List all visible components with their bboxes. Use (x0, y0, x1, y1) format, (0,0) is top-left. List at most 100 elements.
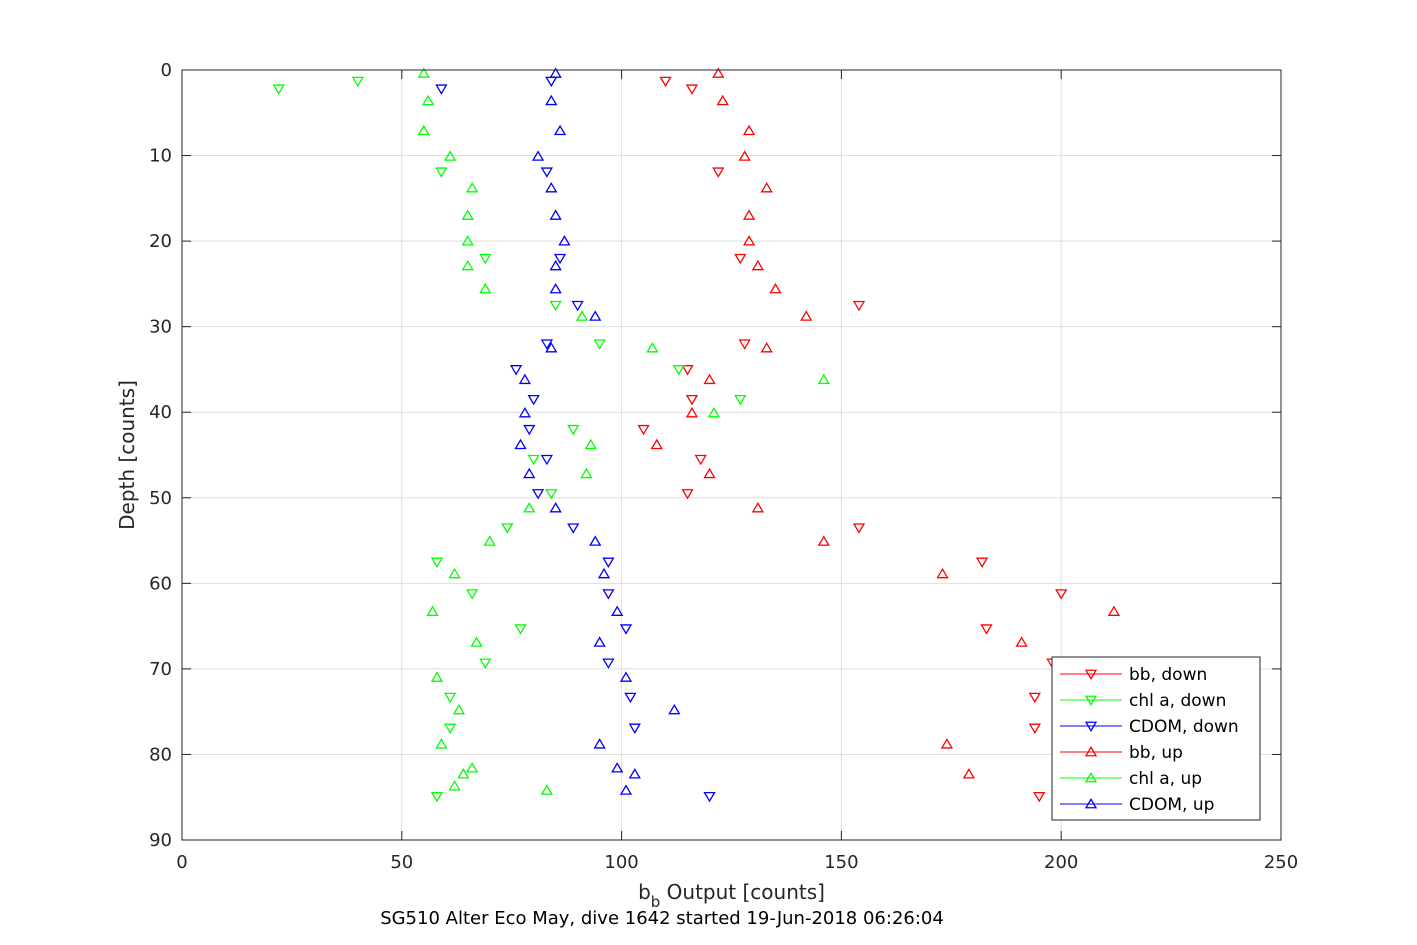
data-point (742, 235, 756, 246)
data-point (1055, 589, 1068, 600)
data-point (707, 407, 721, 418)
data-point (444, 692, 457, 704)
data-point (540, 454, 554, 466)
data-point (694, 454, 707, 466)
legend-marker (1084, 797, 1098, 809)
data-point (470, 636, 483, 647)
data-point (685, 394, 699, 406)
data-point (501, 523, 514, 534)
data-point (593, 339, 606, 350)
axis-ticks: 0 50 100 150 200 250 0 10 20 30 40 50 60 70 80 90 (149, 60, 1298, 873)
data-point (527, 454, 540, 466)
data-point (549, 282, 562, 294)
data-point (593, 738, 606, 749)
data-point (545, 489, 558, 500)
data-point (769, 282, 782, 294)
data-point (430, 557, 444, 568)
y-tick-label: 60 (149, 573, 172, 594)
x-tick-label: 250 (1264, 852, 1298, 873)
y-tick-label: 70 (149, 659, 172, 680)
data-point (461, 209, 474, 220)
legend-marker (1084, 695, 1098, 707)
data-point (523, 467, 536, 479)
data-point (549, 259, 562, 271)
y-tick-label: 50 (149, 488, 172, 509)
data-point (518, 407, 532, 418)
data-point (685, 407, 699, 418)
data-point (549, 209, 562, 220)
grid (182, 70, 1281, 840)
data-point (602, 658, 615, 669)
data-point (567, 523, 580, 534)
data-point (545, 342, 558, 353)
data-point (597, 567, 611, 579)
data-point (549, 67, 562, 78)
legend-marker (1084, 721, 1098, 733)
data-point (430, 671, 444, 682)
series-chl-a-down (272, 76, 747, 803)
data-point (1028, 723, 1041, 734)
data-point (549, 502, 562, 513)
x-axis-label-subscript: b (651, 893, 661, 911)
legend-label: bb, up (1129, 743, 1183, 763)
data-point (738, 339, 751, 350)
y-tick-label: 20 (149, 231, 172, 252)
data-point (575, 310, 589, 321)
y-tick-label: 80 (149, 744, 172, 765)
data-point (523, 424, 536, 436)
data-point (672, 365, 685, 376)
data-point (523, 502, 536, 513)
data-point (465, 762, 479, 773)
series-chl-a-up (417, 67, 830, 795)
data-point (619, 784, 633, 795)
data-point (351, 76, 364, 88)
data-point (817, 535, 830, 546)
data-point (852, 300, 866, 312)
data-point (980, 624, 993, 635)
data-point (540, 167, 554, 178)
data-point (448, 780, 461, 791)
legend-item: bb, up (1060, 743, 1183, 763)
data-point (742, 209, 756, 220)
data-point (646, 342, 659, 353)
data-point (681, 489, 694, 500)
legend-label: CDOM, down (1129, 717, 1239, 737)
data-point (444, 150, 457, 161)
data-point (852, 523, 866, 534)
data-point (479, 282, 492, 294)
data-point (940, 738, 954, 749)
data-point (518, 373, 532, 385)
y-tick-label: 40 (149, 402, 172, 423)
data-point (567, 424, 580, 436)
data-point (628, 723, 641, 734)
data-point (738, 150, 751, 161)
data-point (514, 624, 527, 635)
data-point (734, 394, 747, 406)
data-point (465, 589, 479, 600)
data-point (584, 438, 597, 450)
data-point (479, 253, 492, 265)
data-point (426, 605, 439, 616)
data-point (760, 342, 773, 353)
data-point (540, 784, 554, 795)
data-point (558, 235, 571, 246)
data-point (461, 259, 474, 271)
data-point (685, 84, 699, 95)
data-point (703, 791, 716, 803)
data-point (760, 182, 773, 193)
data-markers (272, 67, 1121, 803)
data-point (571, 300, 584, 312)
data-point (800, 310, 813, 321)
data-point (1033, 791, 1046, 803)
series-cdom-up (514, 67, 681, 795)
legend-item: bb, down (1060, 665, 1207, 685)
data-point (430, 791, 444, 803)
data-point (479, 658, 492, 669)
y-tick-label: 10 (149, 146, 172, 167)
data-point (817, 373, 830, 385)
data-point (712, 167, 725, 178)
data-point (545, 94, 558, 106)
plot-frame (181, 69, 1282, 841)
data-point (751, 502, 765, 513)
